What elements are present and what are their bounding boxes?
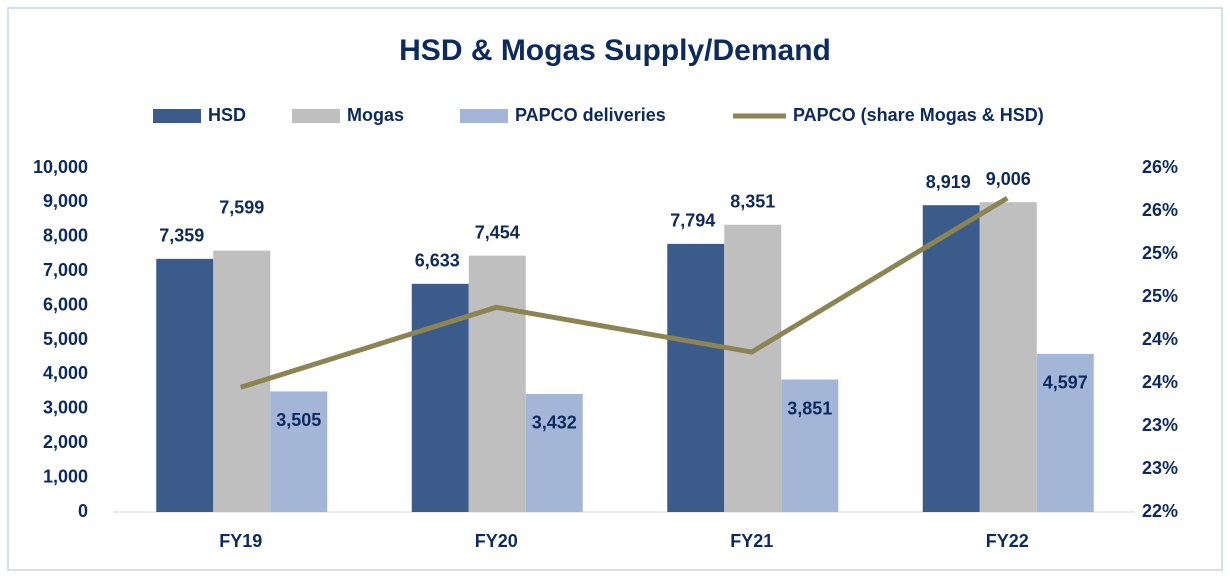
y-tick-label: 8,000: [43, 226, 88, 246]
legend-label: Mogas: [347, 105, 404, 125]
legend-label: PAPCO deliveries: [515, 105, 666, 125]
data-label: 8,919: [926, 172, 971, 192]
data-label: 9,006: [986, 169, 1031, 189]
legend-swatch: [460, 109, 508, 123]
y-tick-label: 7,000: [43, 260, 88, 280]
y-tick-label: 10,000: [33, 157, 88, 177]
bar: [667, 243, 725, 512]
bar: [156, 258, 214, 512]
line-series: [240, 195, 1009, 390]
y2-tick-label: 24%: [1142, 372, 1178, 392]
legend-swatch: [292, 109, 340, 123]
y2-tick-label: 22%: [1142, 501, 1178, 521]
legend-swatch: [153, 109, 201, 123]
y2-tick-label: 25%: [1142, 286, 1178, 306]
x-tick-label: FY19: [219, 531, 262, 551]
y-tick-label: 3,000: [43, 398, 88, 418]
data-label: 7,454: [475, 222, 520, 242]
bar: [922, 205, 980, 512]
bar: [468, 255, 526, 512]
y2-tick-label: 26%: [1142, 200, 1178, 220]
y2-tick-label: 26%: [1142, 157, 1178, 177]
data-label: 8,351: [730, 191, 775, 211]
bar: [411, 283, 469, 512]
bar: [1036, 353, 1094, 512]
y-tick-label: 5,000: [43, 329, 88, 349]
y2-tick-label: 25%: [1142, 243, 1178, 263]
y-tick-label: 1,000: [43, 466, 88, 486]
bar: [270, 391, 328, 512]
y2-tick-label: 24%: [1142, 329, 1178, 349]
x-tick-label: FY21: [730, 531, 773, 551]
y-tick-label: 6,000: [43, 294, 88, 314]
y-tick-label: 0: [78, 501, 88, 521]
data-label: 6,633: [415, 251, 460, 271]
data-label: 7,599: [219, 197, 264, 217]
legend-label: HSD: [208, 105, 246, 125]
data-label: 4,597: [1043, 373, 1088, 393]
data-label: 7,359: [159, 226, 204, 246]
data-label: 3,505: [276, 410, 321, 430]
y-tick-label: 2,000: [43, 432, 88, 452]
bar: [724, 224, 782, 513]
bar: [781, 379, 839, 512]
x-tick-label: FY22: [986, 531, 1029, 551]
y2-tick-label: 23%: [1142, 415, 1178, 435]
x-tick-label: FY20: [475, 531, 518, 551]
y-tick-label: 4,000: [43, 363, 88, 383]
data-label: 7,794: [670, 211, 715, 231]
data-label: 3,432: [532, 413, 577, 433]
chart-title: HSD & Mogas Supply/Demand: [399, 34, 831, 67]
data-label: 3,851: [787, 398, 832, 418]
y2-tick-label: 23%: [1142, 458, 1178, 478]
y-tick-label: 9,000: [43, 191, 88, 211]
bar: [525, 393, 583, 512]
bar: [979, 202, 1037, 512]
legend-label: PAPCO (share Mogas & HSD): [793, 105, 1044, 125]
